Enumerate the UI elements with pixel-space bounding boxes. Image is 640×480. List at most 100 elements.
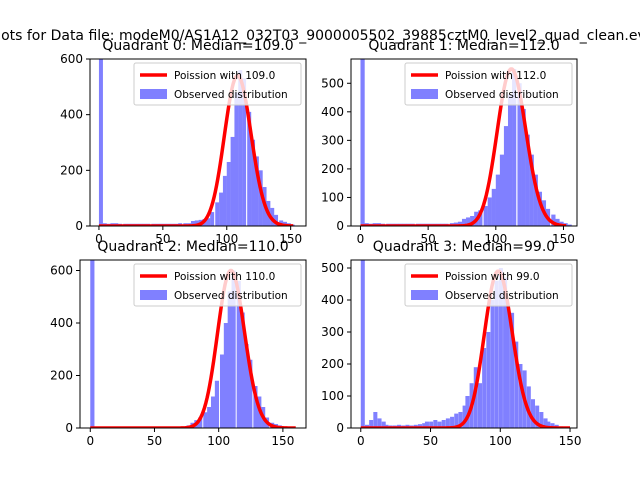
histogram-bar [473, 367, 478, 428]
y-tick-label: 200 [50, 369, 73, 383]
legend-bar-swatch [140, 290, 167, 300]
histogram-bar [495, 174, 501, 226]
legend: Poission with 112.0 Observed distribution [404, 62, 573, 106]
x-tick-label: 50 [155, 232, 170, 246]
histogram-bar [240, 312, 245, 428]
poisson-curve [98, 73, 294, 226]
histogram-bar [512, 68, 517, 226]
histogram-bar [543, 418, 548, 428]
legend-bar-swatch [411, 290, 438, 300]
histogram-bar [535, 405, 540, 428]
x-tick-label: 100 [489, 434, 512, 448]
histogram-bar [417, 424, 423, 428]
histogram-bar [210, 396, 216, 428]
x-tick-label: 100 [484, 232, 507, 246]
legend-entry-poisson: Poission with 110.0 [174, 271, 275, 283]
histogram-bar [525, 134, 530, 226]
legend-bar-swatch [140, 89, 167, 99]
histogram-bar [360, 260, 365, 428]
histogram-bar [514, 341, 519, 428]
legend-box [133, 62, 302, 106]
quadrant-0-title: Quadrant 0: Median=109.0 [102, 38, 293, 54]
quadrant-2-chart: 0 50 100 150 0 200 400 600 Quadrant 2: Median=11… [50, 239, 307, 448]
histogram-bar [518, 364, 523, 428]
histogram-bar [373, 412, 378, 428]
y-tick-label: 0 [75, 219, 83, 233]
histogram-bar [521, 108, 526, 226]
legend-entry-poisson: Poission with 99.0 [445, 271, 540, 283]
histogram-bar [226, 161, 231, 226]
x-tick-label: 100 [207, 434, 230, 448]
histogram-bar [490, 300, 495, 428]
histogram-bar [445, 418, 450, 428]
legend-entry-poisson: Poission with 112.0 [445, 70, 546, 82]
y-tick-label: 400 [321, 105, 344, 119]
histogram-bar [244, 344, 249, 428]
histogram-bar [248, 359, 253, 428]
quadrant-1-chart: 0 50 100 150 0 100 200 300 400 500 Quadrant 1: Med… [321, 38, 578, 246]
histogram-bar [457, 221, 463, 226]
quadrant-1-title: Quadrant 1: Median=112.0 [368, 38, 559, 54]
histogram-bar [461, 218, 467, 226]
histogram-bar [539, 412, 544, 428]
x-tick-label: 150 [271, 434, 294, 448]
histogram-bar [207, 407, 212, 428]
histogram-bar [90, 260, 95, 428]
histogram-bar [498, 268, 503, 428]
y-tick-label: 400 [50, 316, 73, 330]
histogram-bar [231, 270, 236, 428]
y-tick-label: 600 [50, 264, 73, 278]
histogram-bar [466, 217, 471, 226]
x-tick-label: 150 [552, 232, 575, 246]
histogram-bar [450, 416, 455, 428]
histogram-bar [238, 70, 243, 226]
legend: Poission with 109.0 Observed distribution [133, 62, 302, 106]
histogram-bar [429, 421, 434, 428]
y-tick-label: 0 [336, 421, 344, 435]
histogram-bar [546, 421, 551, 428]
legend-entry-observed: Observed distribution [174, 89, 288, 101]
histogram-bar [98, 59, 103, 226]
x-tick-label: 50 [147, 434, 162, 448]
quadrant-2-title: Quadrant 2: Median=110.0 [97, 239, 288, 255]
quadrant-3-title: Quadrant 3: Median=99.0 [373, 239, 555, 255]
histogram-bar [258, 170, 263, 226]
histogram-bar [550, 423, 555, 428]
histogram-bar [369, 420, 374, 428]
histogram-bar [274, 214, 279, 226]
y-tick-label: 200 [321, 357, 344, 371]
legend-box [133, 263, 302, 307]
histogram-bar [470, 216, 475, 226]
histogram-bar [487, 197, 492, 226]
histogram-bar [555, 218, 560, 226]
histogram-bar [465, 396, 470, 428]
quadrant-3-chart: 0 50 100 150 0 100 200 300 400 500 Quadrant 3: Med… [321, 239, 581, 448]
y-tick-label: 200 [60, 163, 83, 177]
x-tick-label: 0 [357, 434, 365, 448]
x-tick-label: 50 [420, 232, 435, 246]
histogram-bar [230, 136, 235, 226]
figure-suptitle: Plots for Data file: modeM0/AS1A12_032T0… [0, 28, 640, 44]
histogram-bar [206, 218, 211, 226]
histogram-bar [567, 224, 572, 226]
y-tick-label: 0 [336, 219, 344, 233]
y-tick-label: 300 [321, 133, 344, 147]
y-tick-label: 600 [60, 52, 83, 66]
histogram-bar [483, 206, 488, 226]
histogram-bar [530, 399, 536, 428]
histogram-bar [215, 202, 220, 226]
x-tick-label: 0 [357, 232, 365, 246]
axes-frame [350, 259, 578, 429]
histogram-bar [381, 421, 386, 428]
histogram-bar [198, 417, 203, 428]
histogram-bar [503, 126, 509, 226]
histogram-bar [242, 78, 247, 226]
histogram-bar [478, 210, 483, 226]
legend-entry-observed: Observed distribution [445, 290, 559, 302]
histogram-bar [377, 418, 382, 428]
y-tick-label: 300 [321, 325, 344, 339]
histogram-bar [222, 175, 227, 226]
axes-frame [350, 58, 578, 227]
histogram-bar [551, 214, 556, 226]
